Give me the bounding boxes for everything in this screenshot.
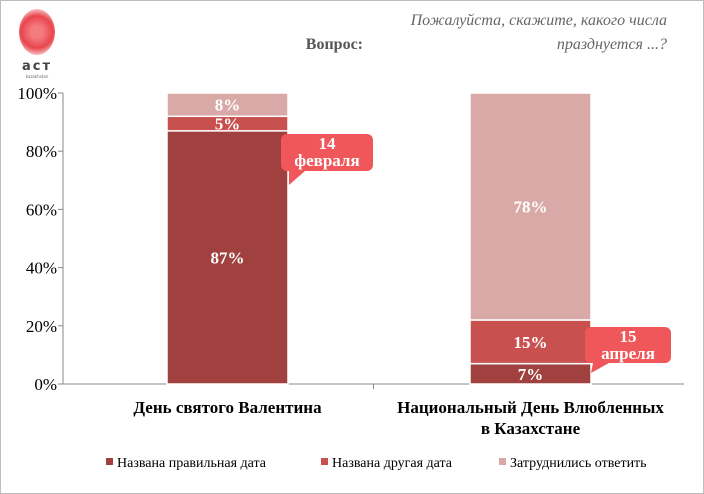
callout-text: 15 xyxy=(620,327,637,346)
callout-box xyxy=(585,327,671,363)
y-tick-label: 0% xyxy=(34,375,57,394)
data-label: 78% xyxy=(514,197,548,216)
data-label: 87% xyxy=(211,248,245,267)
question-label: Вопрос: xyxy=(305,36,363,53)
bar-segment xyxy=(469,319,592,365)
callout-text: февраля xyxy=(294,151,359,170)
y-tick-label: 100% xyxy=(17,84,57,103)
legend-label: Затруднились ответить xyxy=(510,456,647,471)
x-category-label: День святого Валентина xyxy=(133,398,322,417)
y-tick-label: 20% xyxy=(26,317,57,336)
data-label: 15% xyxy=(514,333,548,352)
y-tick-label: 40% xyxy=(26,259,57,278)
x-category-label: Национальный День Влюбленных xyxy=(397,398,664,417)
bar-segment xyxy=(166,92,289,118)
y-tick-label: 60% xyxy=(26,200,57,219)
callout-box xyxy=(281,134,373,171)
x-category-label: в Казахстане xyxy=(481,419,581,438)
legend-swatch xyxy=(499,458,506,465)
legend-label: Названа правильная дата xyxy=(117,456,267,471)
logo-subtext: kazakhstan xyxy=(25,74,49,79)
logo-text: аст xyxy=(21,59,52,74)
data-label: 8% xyxy=(215,96,241,115)
callout-text: апреля xyxy=(601,344,655,363)
data-label: 5% xyxy=(215,115,241,134)
legend-swatch xyxy=(106,458,113,465)
callout-pointer xyxy=(591,363,609,373)
question-text: Пожалуйста, скажите, какого числа праздн… xyxy=(410,12,667,53)
legend-label: Названа другая дата xyxy=(332,456,453,471)
y-tick-label: 80% xyxy=(26,142,57,161)
callout-text: 14 xyxy=(319,134,337,153)
bar-segment xyxy=(469,92,592,321)
callout-pointer xyxy=(289,171,305,185)
question: Вопрос: Пожалуйста, скажите, какого числ… xyxy=(306,9,667,57)
logo: аст kazakhstan xyxy=(13,9,61,79)
data-label: 7% xyxy=(518,365,544,384)
logo-mark xyxy=(19,9,55,55)
legend-swatch xyxy=(321,458,328,465)
